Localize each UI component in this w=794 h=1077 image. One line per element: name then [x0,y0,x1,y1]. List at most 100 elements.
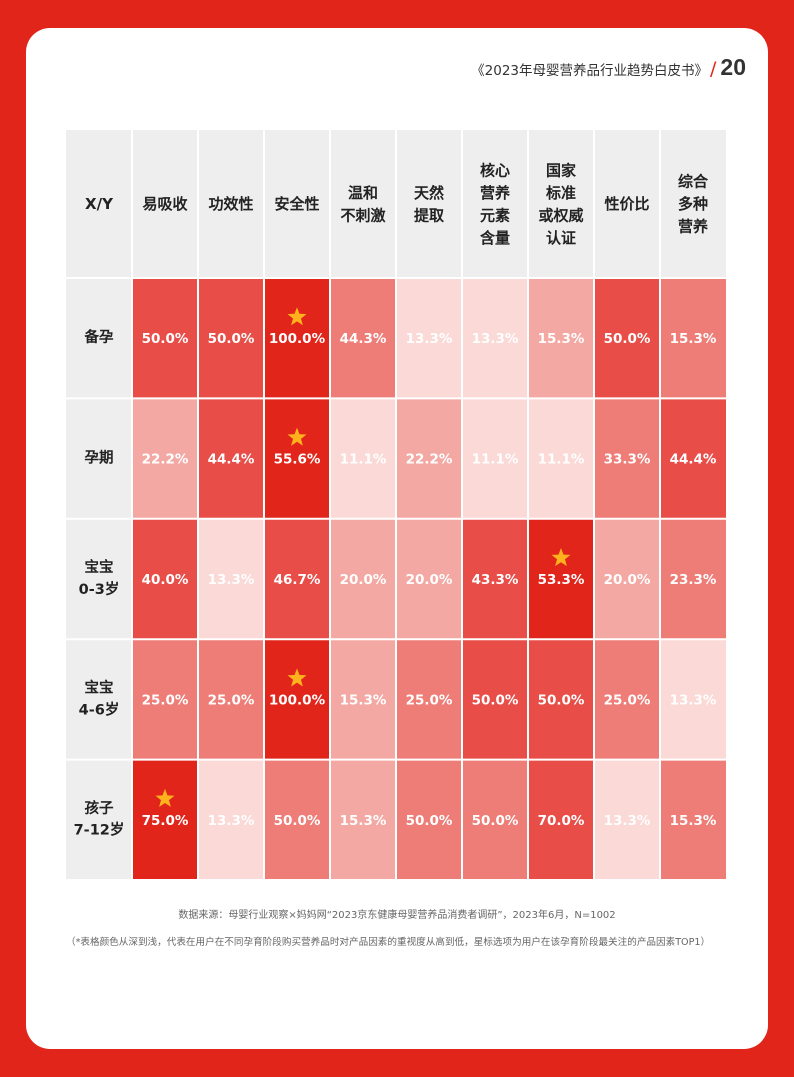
row-header-label: 孕期 [85,449,114,467]
cell-value: 15.3% [670,813,717,829]
cell-value: 25.0% [406,692,453,708]
cell-value: 53.3% [538,572,585,588]
header-corner-cell [66,130,132,278]
heatmap-cell [462,639,528,760]
cell-value: 11.1% [340,452,387,468]
data-source: 数据来源：母婴行业观察×妈妈网“2023京东健康母婴营养品消费者调研”，2023… [178,910,616,921]
cell-value: 13.3% [208,572,255,588]
corner-label: X/Y [85,195,114,213]
heatmap-cell [132,518,198,640]
heatmap-cell [132,639,198,760]
heatmap-cell [660,518,726,640]
heatmap-cell [264,518,330,640]
heatmap-cell [198,518,264,640]
column-header-label: 天然提取 [414,184,445,225]
row-header-cell [66,518,132,640]
star-icon [155,788,175,807]
column-header-cell [660,130,726,278]
heatmap-cell [330,278,396,399]
star-icon [287,668,307,687]
heatmap-cell [198,639,264,760]
heatmap-cell [462,518,528,640]
heatmap-cell [330,398,396,519]
heatmap-cell [396,759,462,880]
cell-value: 50.0% [472,692,519,708]
heatmap-cell [132,398,198,519]
cell-value: 13.3% [208,813,255,829]
cell-value: 50.0% [274,813,321,829]
cell-value: 50.0% [406,813,453,829]
column-header-label: 核心营养元素含量 [480,161,511,247]
cell-value: 50.0% [538,692,585,708]
cell-value: 22.2% [406,452,453,468]
column-header-label: 综合多种营养 [678,173,709,236]
cell-value: 23.3% [670,572,717,588]
cell-value: 13.3% [406,331,453,347]
cell-value: 13.3% [604,813,651,829]
cell-value: 20.0% [604,572,651,588]
column-header-cell [132,130,198,278]
heatmap-cell [330,639,396,760]
column-header-label: 易吸收 [142,195,187,213]
heatmap-cell [594,759,660,880]
cell-value: 25.0% [208,692,255,708]
report-header: 《2023年母婴营养品行业趋势白皮书》 / 20 [471,54,746,81]
star-icon [287,307,307,326]
heatmap-cell [264,639,330,760]
heatmap-cell [396,518,462,640]
heatmap-cell [528,398,594,519]
heatmap-cell [528,518,594,640]
row-header-cell [66,639,132,760]
cell-value: 44.3% [340,331,387,347]
heatmap-cell [462,398,528,519]
heatmap-cell [132,759,198,880]
cell-value: 70.0% [538,813,585,829]
cell-value: 15.3% [538,331,585,347]
page-number: 20 [720,54,746,80]
column-header-label: 温和不刺激 [340,184,386,225]
column-header-cell [462,130,528,278]
cell-value: 25.0% [142,692,189,708]
cell-value: 22.2% [142,452,189,468]
heatmap-cell [528,639,594,760]
cell-value: 50.0% [142,331,189,347]
heatmap-cell [462,278,528,399]
heatmap-cell [660,639,726,760]
row-header-cell [66,759,132,880]
cell-value: 15.3% [340,692,387,708]
cell-value: 100.0% [269,692,326,708]
heatmap-cell [594,639,660,760]
heatmap-cell [330,518,396,640]
cell-value: 46.7% [274,572,321,588]
heatmap-cell [594,278,660,399]
heatmap-cell [396,398,462,519]
heatmap-cell [264,398,330,519]
column-header-label: 安全性 [274,195,319,213]
heatmap-cell [264,759,330,880]
column-header-cell [528,130,594,278]
row-header-cell [66,278,132,399]
cell-value: 50.0% [604,331,651,347]
cell-value: 43.3% [472,572,519,588]
column-header-label: 国家标准或权威认证 [538,161,583,247]
cell-value: 15.3% [340,813,387,829]
heatmap-cell [132,278,198,399]
cell-value: 13.3% [472,331,519,347]
heatmap-cell [396,278,462,399]
cell-value: 50.0% [472,813,519,829]
table-note: （*表格颜色从深到浅，代表在用户在不同孕育阶段购买营养品时对产品因素的重视度从高… [66,937,711,948]
cell-value: 20.0% [340,572,387,588]
heatmap-cell [594,518,660,640]
cell-value: 13.3% [670,692,717,708]
heatmap-cell [594,398,660,519]
column-header-cell [330,130,396,278]
heatmap-cell [660,278,726,399]
column-header-cell [198,130,264,278]
heatmap-cell [396,639,462,760]
cell-value: 50.0% [208,331,255,347]
heatmap-cell [660,398,726,519]
row-header-cell [66,398,132,519]
column-header-label: 性价比 [604,195,649,213]
cell-value: 25.0% [604,692,651,708]
